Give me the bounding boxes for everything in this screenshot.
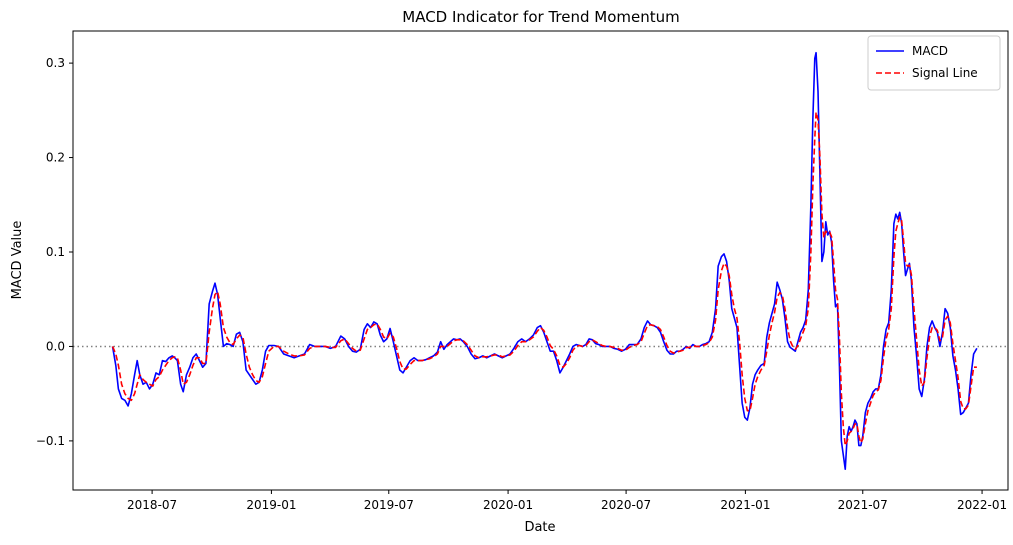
signal-line-line xyxy=(111,111,977,447)
y-tick-label: 0.1 xyxy=(46,245,65,259)
x-tick-label: 2019-01 xyxy=(246,498,296,512)
y-tick-label: 0.0 xyxy=(46,339,65,353)
legend-label: MACD xyxy=(912,44,948,58)
x-axis: 2018-07 2019-01 2019-07 2020-01 2020-07 2021-… xyxy=(127,490,1007,512)
legend-label: Signal Line xyxy=(912,66,978,80)
y-tick-label: −0.1 xyxy=(36,434,65,448)
x-tick-label: 2020-01 xyxy=(483,498,533,512)
x-tick-label: 2019-07 xyxy=(364,498,414,512)
y-tick-label: 0.2 xyxy=(46,151,65,165)
legend: MACD Signal Line xyxy=(867,35,1001,91)
x-tick-label: 2021-01 xyxy=(720,498,770,512)
chart-title: MACD Indicator for Trend Momentum xyxy=(402,8,679,26)
macd-line xyxy=(111,51,978,471)
y-tick-label: 0.3 xyxy=(46,56,65,70)
x-tick-label: 2022-01 xyxy=(957,498,1007,512)
legend-box xyxy=(867,35,1001,91)
y-axis-label: MACD Value xyxy=(10,221,25,300)
x-tick-label: 2021-07 xyxy=(838,498,888,512)
x-tick-label: 2018-07 xyxy=(127,498,177,512)
y-axis: −0.1 0.0 0.1 0.2 0.3 xyxy=(36,56,73,448)
x-tick-label: 2020-07 xyxy=(601,498,651,512)
x-axis-label: Date xyxy=(524,520,555,535)
series-layer xyxy=(111,51,978,471)
plot-frame xyxy=(72,30,1009,491)
